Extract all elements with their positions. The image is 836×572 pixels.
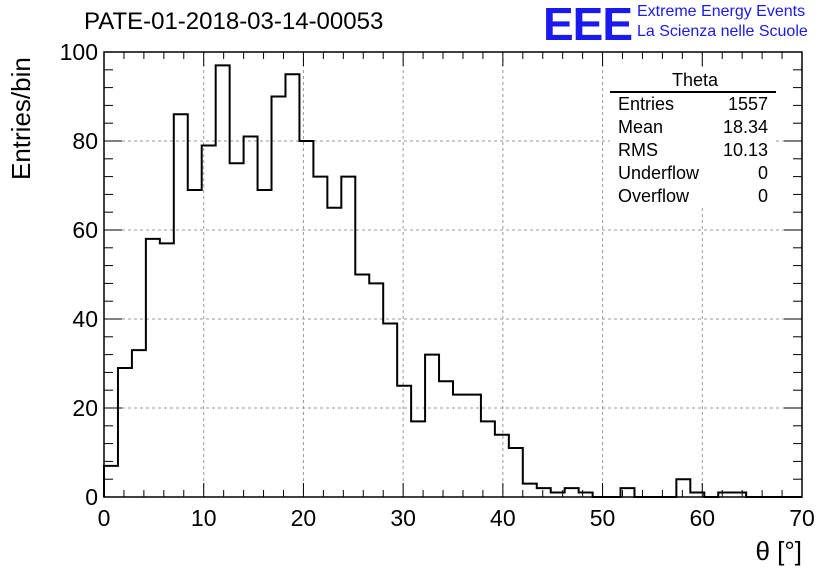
stats-value: 1557: [727, 94, 768, 114]
chart-title: PATE-01-2018-03-14-00053: [84, 8, 384, 35]
y-tick-label: 60: [72, 217, 98, 243]
x-tick-label: 60: [689, 505, 715, 531]
y-axis-label: Entries/bin: [6, 57, 36, 180]
histogram-bin: [481, 421, 495, 497]
histogram-bin: [495, 435, 509, 497]
y-tick-label: 100: [60, 39, 98, 65]
histogram-bin: [397, 386, 411, 497]
stats-row-underflow: Underflow 0: [610, 162, 776, 185]
histogram-bin: [174, 114, 188, 497]
histogram-bin: [523, 484, 537, 497]
stats-title: Theta: [610, 70, 776, 93]
histogram-bin: [132, 350, 146, 497]
histogram-bin: [104, 466, 118, 497]
histogram-bin: [285, 74, 299, 497]
histogram-bin: [411, 421, 425, 497]
x-tick-label: 50: [590, 505, 616, 531]
histogram-bin: [565, 488, 579, 497]
stats-label: Underflow: [618, 163, 700, 183]
x-tick-label: 0: [98, 505, 111, 531]
stats-row-mean: Mean 18.34: [610, 116, 776, 139]
histogram-bin: [160, 243, 174, 497]
histogram-bin: [439, 381, 453, 497]
logo-line-2: La Scienza nelle Scuole: [637, 23, 808, 40]
stats-value: 0: [757, 163, 768, 183]
histogram-bin: [369, 283, 383, 497]
histogram-bin: [258, 190, 272, 497]
stats-row-rms: RMS 10.13: [610, 139, 776, 162]
histogram-bin: [118, 368, 132, 497]
histogram-bin: [355, 275, 369, 498]
histogram-bin: [188, 190, 202, 497]
x-tick-label: 70: [789, 505, 815, 531]
histogram-bin: [146, 239, 160, 497]
histogram-bin: [230, 163, 244, 497]
stats-label: RMS: [618, 140, 658, 160]
logo-line-1: Extreme Energy Events: [637, 3, 806, 20]
histogram-bin: [313, 177, 327, 497]
histogram-bin: [453, 395, 467, 497]
histogram-bin: [509, 448, 523, 497]
histogram-bin: [327, 208, 341, 497]
x-tick-label: 30: [390, 505, 416, 531]
plot-frame: [103, 51, 803, 498]
stats-row-overflow: Overflow 0: [610, 185, 776, 208]
histogram-bin: [467, 395, 481, 497]
y-tick-label: 40: [72, 306, 98, 332]
histogram-bin: [676, 479, 690, 497]
y-tick-label: 20: [72, 395, 98, 421]
x-tick-label: 10: [191, 505, 217, 531]
stats-value: 18.34: [722, 117, 768, 137]
stats-label: Mean: [618, 117, 664, 137]
stats-value: 0: [757, 186, 768, 206]
y-tick-label: 0: [85, 484, 98, 510]
histogram-bin: [216, 65, 230, 497]
stats-row-entries: Entries 1557: [610, 93, 776, 116]
stats-box: Theta Entries 1557 Mean 18.34 RMS 10.13 Und…: [610, 70, 776, 208]
y-tick-label: 80: [72, 128, 98, 154]
histogram-bin: [537, 488, 551, 497]
histogram-bin: [272, 97, 286, 498]
histogram-bin: [341, 177, 355, 497]
histogram-bin: [299, 141, 313, 497]
stats-value: 10.13: [722, 140, 768, 160]
x-tick-label: 20: [291, 505, 317, 531]
stats-label: Entries: [618, 94, 675, 114]
histogram-bin: [244, 137, 258, 497]
x-axis-label: θ [°]: [755, 536, 802, 566]
eee-logo: EEE: [543, 0, 633, 50]
histogram-bin: [425, 355, 439, 497]
stats-label: Overflow: [618, 186, 690, 206]
histogram-bin: [383, 323, 397, 497]
x-tick-label: 40: [490, 505, 516, 531]
